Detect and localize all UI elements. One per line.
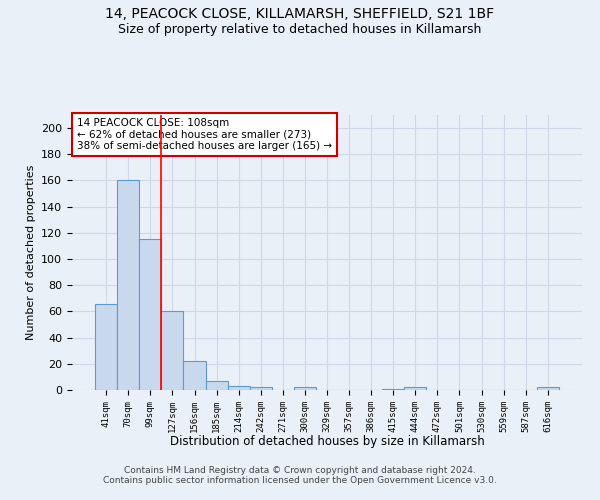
Text: 14 PEACOCK CLOSE: 108sqm
← 62% of detached houses are smaller (273)
38% of semi-: 14 PEACOCK CLOSE: 108sqm ← 62% of detach… — [77, 118, 332, 151]
Text: 14, PEACOCK CLOSE, KILLAMARSH, SHEFFIELD, S21 1BF: 14, PEACOCK CLOSE, KILLAMARSH, SHEFFIELD… — [106, 8, 494, 22]
Text: Size of property relative to detached houses in Killamarsh: Size of property relative to detached ho… — [118, 22, 482, 36]
Text: Distribution of detached houses by size in Killamarsh: Distribution of detached houses by size … — [170, 435, 484, 448]
Bar — [294, 388, 316, 390]
Bar — [227, 386, 250, 390]
Bar — [537, 388, 559, 390]
Bar — [117, 180, 139, 390]
Text: Contains HM Land Registry data © Crown copyright and database right 2024.
Contai: Contains HM Land Registry data © Crown c… — [103, 466, 497, 485]
Bar — [184, 361, 206, 390]
Bar — [206, 381, 227, 390]
Bar — [404, 388, 427, 390]
Bar — [382, 388, 404, 390]
Bar — [161, 312, 184, 390]
Bar — [139, 240, 161, 390]
Bar — [250, 388, 272, 390]
Y-axis label: Number of detached properties: Number of detached properties — [26, 165, 35, 340]
Bar — [95, 304, 117, 390]
